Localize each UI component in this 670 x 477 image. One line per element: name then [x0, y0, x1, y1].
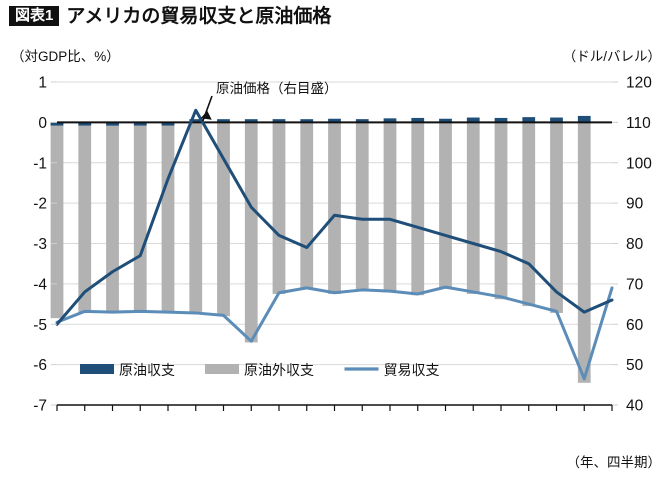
- trade-balance-path: [55, 285, 614, 381]
- right-axis-unit-label: （ドル/バレル）: [562, 49, 661, 64]
- legend-swatch: [80, 364, 114, 374]
- nonoil-bar: [494, 122, 508, 300]
- nonoil-bar: [50, 122, 64, 319]
- nonoil-bar: [133, 122, 147, 312]
- nonoil-bar: [272, 122, 286, 294]
- nonoil-bar: [550, 122, 563, 313]
- oil-bar: [272, 119, 286, 123]
- x-axis: 212223242526: [56, 404, 613, 411]
- left-tick-label: -3: [33, 236, 47, 253]
- oil-bar: [494, 117, 508, 123]
- oil-balance-bars: [50, 115, 591, 126]
- nonoil-bar: [106, 122, 119, 313]
- left-tick-label: -1: [33, 155, 47, 172]
- legend-label: 原油外収支: [244, 362, 314, 378]
- chart-svg: 1 0 -1 -2 -3 -4 -5 -6 -7 120 110 100 90 80 70 60 50 40 2…: [33, 75, 652, 415]
- annotation-label: 原油価格（右目盛）: [216, 81, 338, 96]
- chart-plot-area: 1 0 -1 -2 -3 -4 -5 -6 -7 120 110 100 90 80 70 60 50 40 2…: [0, 60, 670, 420]
- oil-bar: [466, 117, 480, 123]
- oil-price-line: [55, 108, 614, 326]
- oil-bar: [189, 119, 203, 123]
- left-tick-label: -5: [33, 317, 47, 334]
- nonoil-bar: [217, 122, 230, 317]
- oil-bar: [550, 117, 563, 123]
- oil-bar: [328, 118, 341, 123]
- right-axis-ticklabels: 120 110 100 90 80 70 60 50 40: [612, 75, 652, 415]
- right-tick-label: 60: [626, 317, 644, 334]
- left-tick-label: -7: [33, 398, 47, 415]
- right-tick-label: 50: [626, 357, 644, 374]
- nonoil-bar: [244, 122, 258, 343]
- page-title: 図表1 アメリカの貿易収支と原油価格: [9, 6, 331, 26]
- oil-price-annotation: 原油価格（右目盛）: [200, 81, 338, 122]
- nonoil-bar: [189, 122, 203, 313]
- oil-bar: [522, 117, 536, 123]
- legend-label: 貿易収支: [384, 362, 440, 378]
- oil-bar: [133, 122, 147, 126]
- left-tick-label: -2: [33, 196, 47, 213]
- left-tick-label: 1: [38, 75, 47, 92]
- oil-bar: [161, 122, 175, 126]
- right-tick-label: 80: [626, 236, 644, 253]
- nonoil-balance-bars: [50, 122, 591, 383]
- right-tick-label: 110: [626, 115, 651, 132]
- oil-bar: [577, 115, 591, 123]
- nonoil-bar: [161, 122, 175, 313]
- trade-balance-line: [55, 285, 614, 381]
- nonoil-bar: [383, 122, 397, 292]
- oil-bar: [217, 119, 230, 123]
- nonoil-bar: [300, 122, 314, 289]
- oil-bar: [50, 122, 64, 126]
- left-tick-label: 0: [38, 115, 47, 132]
- legend-label: 原油収支: [119, 362, 175, 378]
- oil-price-path: [55, 108, 614, 326]
- right-tick-label: 70: [626, 276, 644, 293]
- right-tick-label: 120: [626, 75, 652, 92]
- oil-bar: [439, 118, 452, 123]
- left-axis-ticklabels: 1 0 -1 -2 -3 -4 -5 -6 -7: [33, 75, 57, 415]
- left-tick-label: -6: [33, 357, 47, 374]
- oil-bar: [355, 119, 369, 123]
- right-tick-label: 40: [626, 398, 644, 415]
- chart-title: アメリカの貿易収支と原油価格: [66, 5, 332, 27]
- chart-legend: 原油収支 原油外収支 貿易収支: [80, 362, 440, 378]
- left-tick-label: -4: [33, 276, 47, 293]
- figure-number-badge: 図表1: [9, 6, 60, 26]
- nonoil-bar: [411, 122, 425, 296]
- nonoil-bar: [466, 122, 480, 294]
- oil-bar: [383, 118, 397, 123]
- oil-bar: [106, 122, 119, 126]
- oil-bar: [411, 117, 425, 123]
- nonoil-bar: [355, 122, 369, 292]
- annotation-arrowhead: [200, 110, 212, 120]
- oil-bar: [78, 122, 92, 126]
- x-axis-unit-label: （年、四半期）: [566, 455, 662, 470]
- legend-swatch: [205, 364, 239, 374]
- oil-bar: [244, 119, 258, 123]
- nonoil-bar: [439, 122, 452, 289]
- right-tick-label: 90: [626, 196, 644, 213]
- nonoil-bar: [577, 122, 591, 383]
- nonoil-bar: [522, 122, 536, 307]
- left-axis-unit-label: （対GDP比、%）: [11, 49, 120, 64]
- nonoil-bar: [328, 122, 341, 294]
- nonoil-bar: [78, 122, 92, 313]
- oil-bar: [300, 119, 314, 123]
- right-tick-label: 100: [626, 155, 652, 172]
